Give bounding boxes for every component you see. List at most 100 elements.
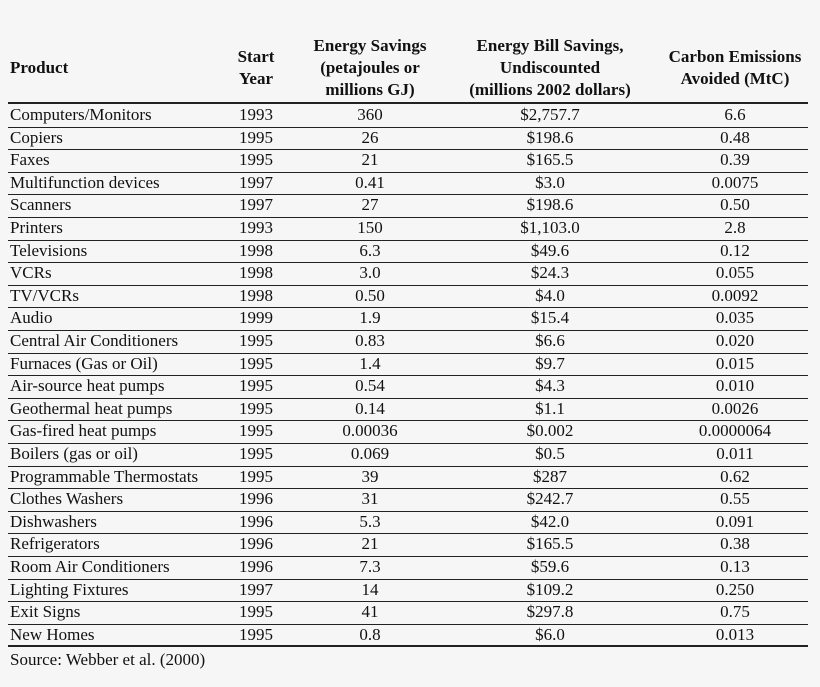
row-rule [8, 533, 808, 535]
value-cell: 1995 [239, 398, 273, 418]
value-cell: 0.00036 [342, 421, 398, 441]
row-rule [8, 262, 808, 264]
value-cell: $297.8 [526, 602, 574, 622]
value-cell: 0.091 [715, 511, 755, 531]
header-cell: Carbon Emissions [668, 47, 802, 66]
value-cell: 3.0 [359, 263, 381, 283]
product-cell: Geothermal heat pumps [10, 398, 173, 418]
value-cell: $1,103.0 [520, 218, 580, 237]
value-cell: 21 [361, 150, 379, 170]
value-cell: 39 [361, 466, 379, 486]
value-cell: $9.7 [535, 353, 565, 373]
value-cell: $2,757.7 [520, 105, 580, 124]
value-cell: 0.48 [720, 127, 750, 147]
product-cell: Boilers (gas or oil) [10, 444, 138, 463]
value-cell: 0.55 [720, 489, 750, 509]
value-cell: 0.38 [720, 534, 750, 554]
value-cell: 1996 [239, 534, 273, 554]
header-cell: Product [10, 58, 69, 77]
value-cell: 0.035 [715, 308, 755, 328]
product-cell: Clothes Washers [10, 489, 124, 509]
value-cell: 26 [361, 127, 379, 147]
value-cell: 6.3 [359, 240, 381, 260]
value-cell: 5.3 [359, 511, 381, 531]
product-cell: Lighting Fixtures [10, 579, 129, 599]
row-rule [8, 465, 808, 467]
value-cell: 0.055 [715, 263, 755, 283]
value-cell: 0.250 [715, 579, 755, 599]
value-cell: $1.1 [535, 398, 565, 418]
value-cell: $49.6 [530, 240, 570, 260]
value-cell: 0.50 [720, 195, 750, 215]
row-rule [8, 307, 808, 309]
row-rule [8, 510, 808, 512]
value-cell: 14 [361, 579, 379, 599]
value-cell: 0.83 [355, 331, 385, 350]
header-cell: Year [239, 69, 273, 88]
value-cell: 1995 [239, 353, 273, 373]
value-cell: 27 [361, 195, 379, 215]
value-cell: 0.39 [720, 150, 750, 170]
value-cell: 2.8 [724, 218, 746, 237]
value-cell: 0.011 [716, 444, 754, 463]
value-cell: 1995 [239, 331, 273, 350]
product-cell: TV/VCRs [10, 285, 79, 305]
header-cell: (millions 2002 dollars) [469, 80, 631, 99]
value-cell: $3.0 [535, 172, 565, 192]
product-cell: Scanners [10, 195, 72, 215]
value-cell: 1995 [239, 421, 273, 441]
value-cell: 0.0075 [711, 172, 759, 192]
value-cell: 1998 [239, 285, 273, 305]
value-cell: 0.013 [715, 624, 755, 644]
value-cell: 150 [357, 218, 383, 237]
value-cell: 1999 [239, 308, 273, 328]
value-cell: 1996 [239, 511, 273, 531]
value-cell: 0.0092 [711, 285, 759, 305]
value-cell: 1993 [239, 218, 273, 237]
value-cell: 1995 [239, 376, 273, 396]
value-cell: 7.3 [359, 557, 381, 576]
row-rule [8, 352, 808, 354]
row-rule [8, 239, 808, 241]
row-rule [8, 171, 808, 173]
product-cell: Televisions [10, 240, 88, 260]
row-rule [8, 375, 808, 377]
product-cell: Programmable Thermostats [10, 466, 199, 486]
value-cell: 0.54 [355, 376, 385, 396]
product-cell: Faxes [10, 150, 50, 170]
value-cell: $59.6 [530, 557, 570, 576]
product-cell: New Homes [10, 624, 95, 644]
value-cell: 1996 [239, 489, 273, 509]
product-cell: Printers [10, 218, 63, 237]
header-cell: (petajoules or [320, 58, 420, 77]
value-cell: $0.002 [526, 421, 574, 441]
value-cell: 1996 [239, 557, 273, 576]
product-cell: Furnaces (Gas or Oil) [10, 353, 158, 373]
value-cell: 1997 [239, 579, 273, 599]
value-cell: $15.4 [530, 308, 570, 328]
value-cell: 0.41 [355, 172, 385, 192]
value-cell: $4.3 [535, 376, 565, 396]
row-rule [8, 578, 808, 580]
value-cell: 1.4 [359, 353, 381, 373]
row-rule [8, 556, 808, 557]
value-cell: 0.8 [359, 624, 381, 644]
value-cell: $287 [533, 466, 567, 486]
value-cell: 1995 [239, 466, 273, 486]
product-cell: Gas-fired heat pumps [10, 421, 157, 441]
product-cell: Exit Signs [10, 602, 81, 622]
product-cell: Room Air Conditioners [10, 557, 170, 576]
value-cell: 0.010 [715, 376, 755, 396]
value-cell: $24.3 [530, 263, 570, 283]
value-cell: 1995 [239, 624, 273, 644]
value-cell: 1.9 [359, 308, 381, 328]
value-cell: 0.13 [720, 557, 750, 576]
product-cell: Dishwashers [10, 511, 97, 531]
header-cell: Energy Bill Savings, [476, 36, 624, 55]
value-cell: 1998 [239, 240, 273, 260]
value-cell: 41 [361, 602, 379, 622]
value-cell: $6.0 [535, 624, 565, 644]
value-cell: 1997 [239, 195, 273, 215]
value-cell: $4.0 [535, 285, 565, 305]
row-rule [8, 397, 808, 399]
